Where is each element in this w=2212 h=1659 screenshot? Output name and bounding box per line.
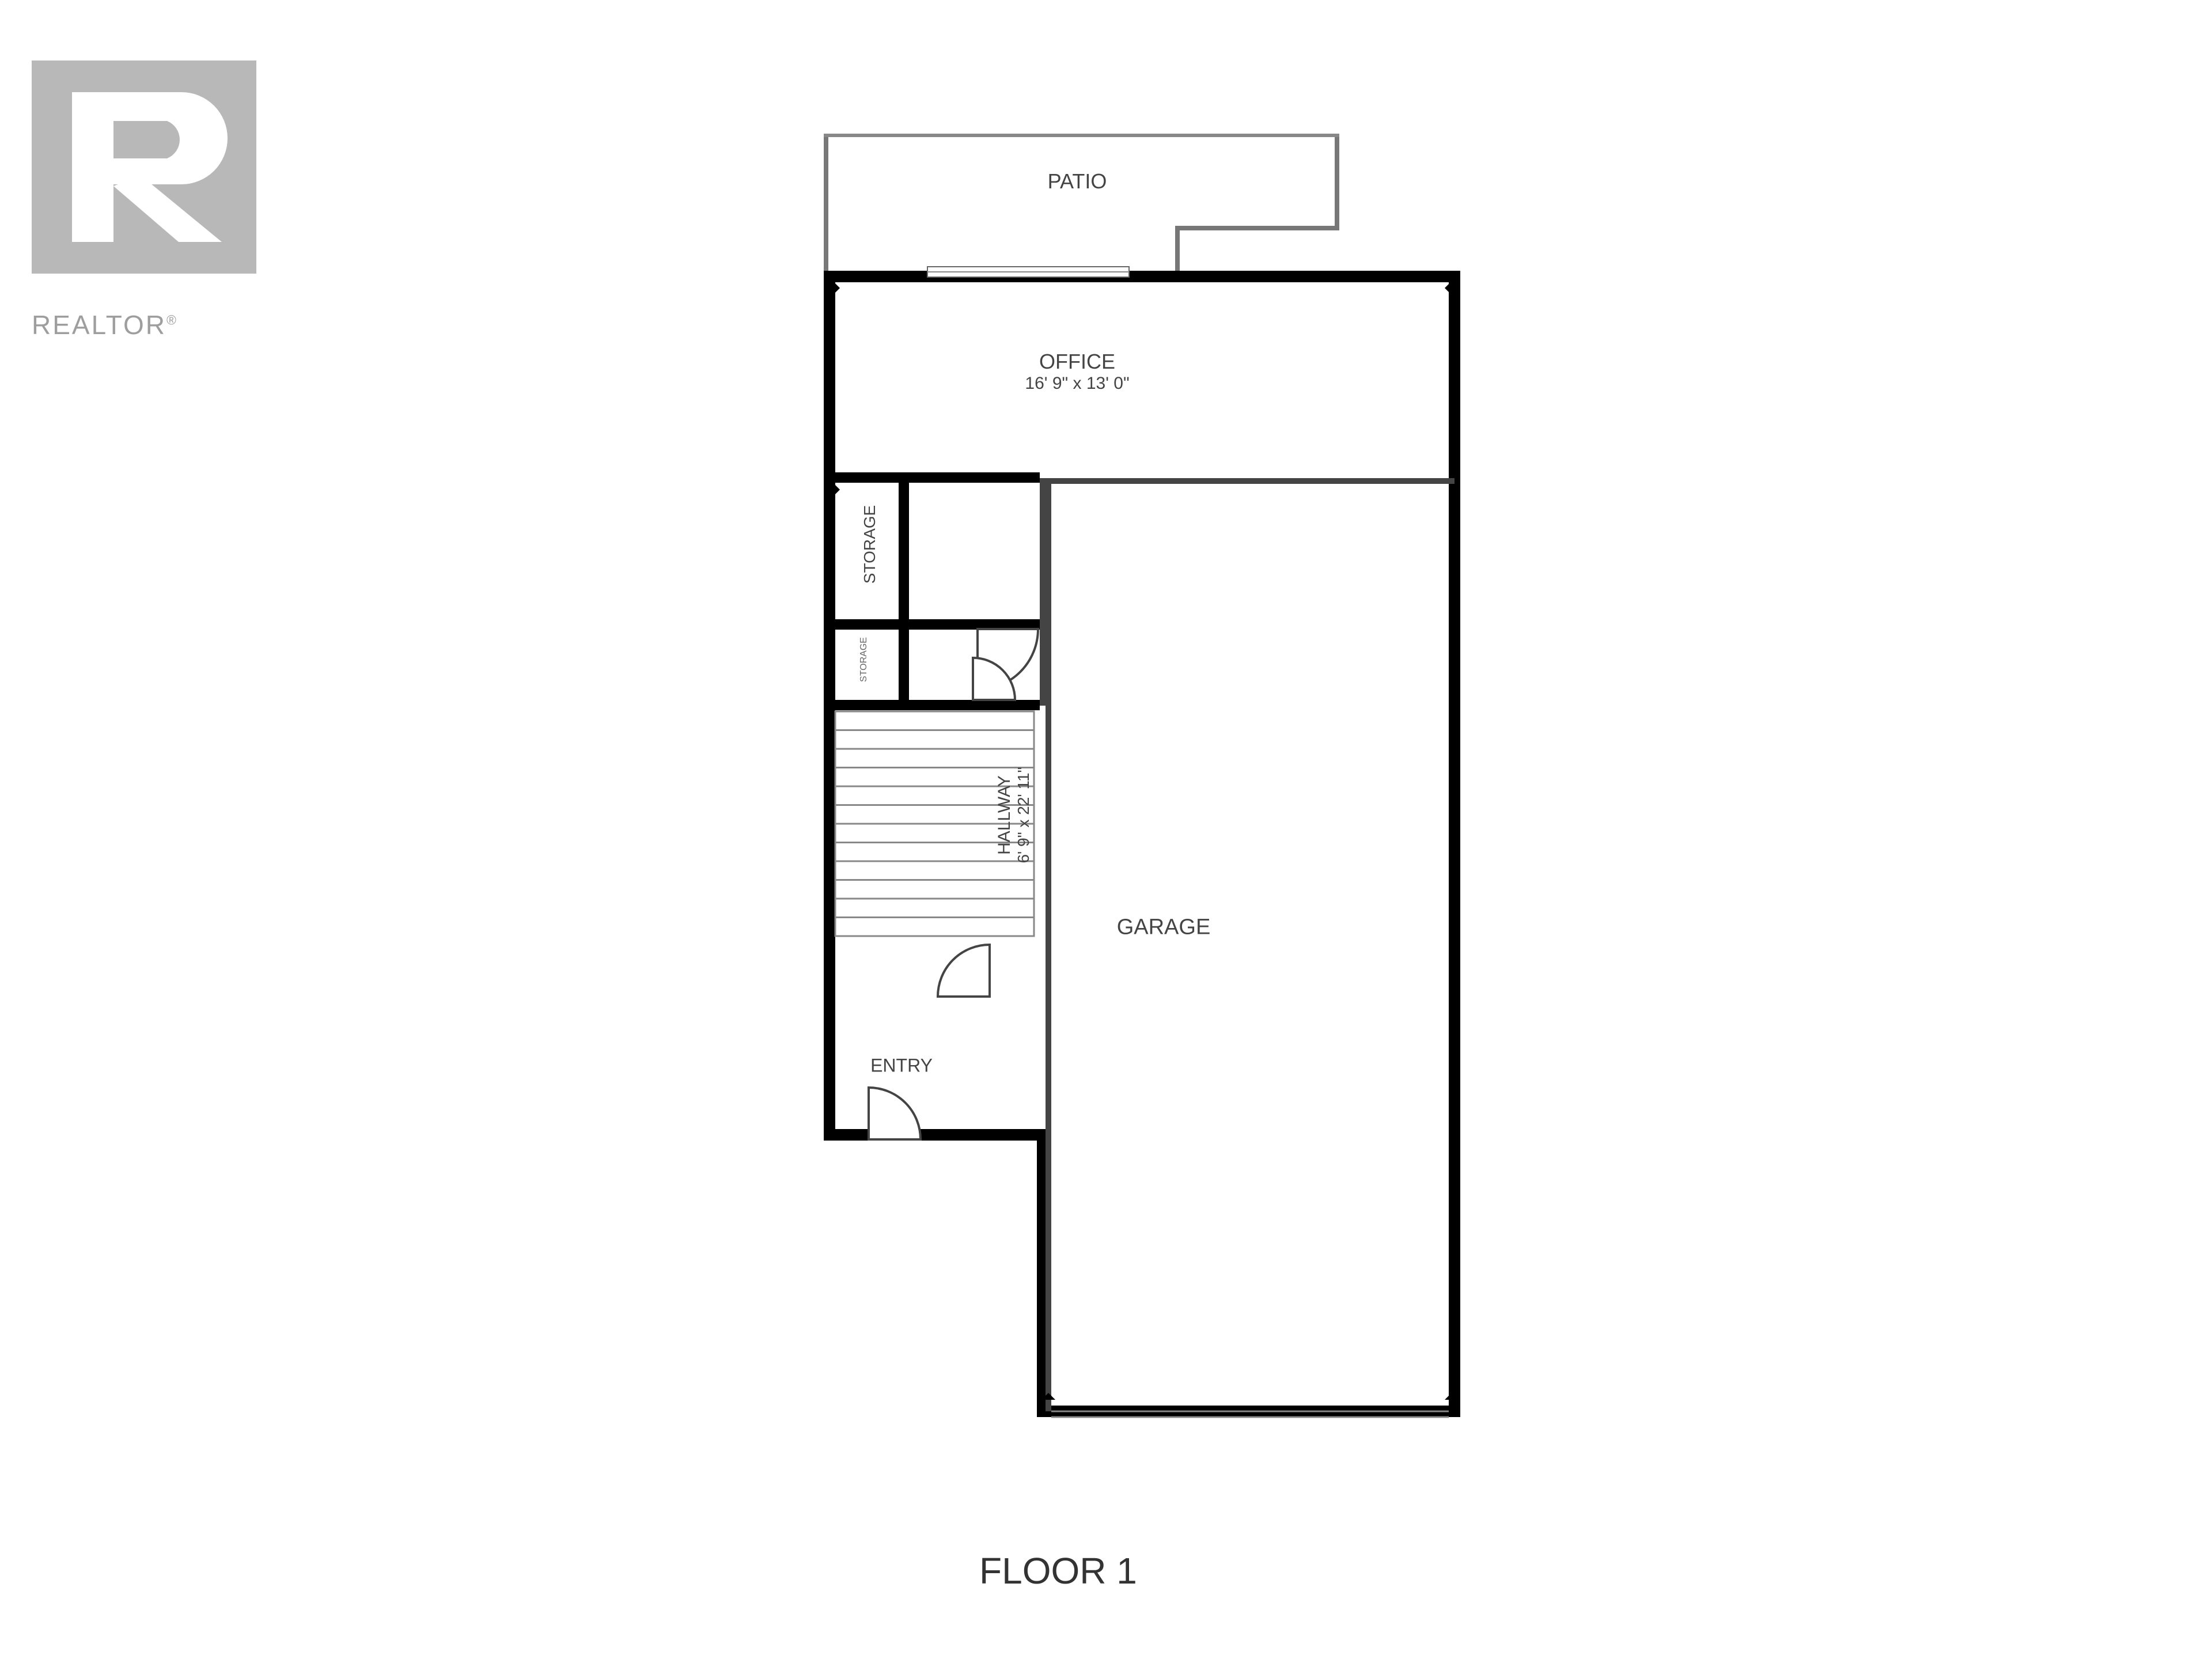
- room-label-patio: PATIO: [1048, 169, 1107, 194]
- room-label-garage: GARAGE: [1117, 915, 1211, 940]
- room-label-storage: STORAGE: [861, 505, 879, 584]
- floor-title: FLOOR 1: [979, 1550, 1137, 1592]
- room-name: HALLWAY: [995, 767, 1014, 863]
- room-label-office: OFFICE16' 9" x 13' 0": [1025, 350, 1129, 393]
- room-label-entry: ENTRY: [870, 1055, 933, 1077]
- room-name: GARAGE: [1117, 915, 1211, 940]
- room-name: STORAGE: [861, 505, 879, 584]
- room-name: OFFICE: [1025, 350, 1129, 374]
- room-dimensions: 16' 9" x 13' 0": [1025, 374, 1129, 393]
- room-label-storage: STORAGE: [859, 637, 869, 682]
- room-label-hallway: HALLWAY6' 9" x 22' 11": [995, 767, 1033, 863]
- room-dimensions: 6' 9" x 22' 11": [1014, 767, 1033, 863]
- room-name: ENTRY: [870, 1055, 933, 1077]
- floor-plan: [0, 0, 2212, 1659]
- room-name: STORAGE: [859, 637, 869, 682]
- room-name: PATIO: [1048, 169, 1107, 194]
